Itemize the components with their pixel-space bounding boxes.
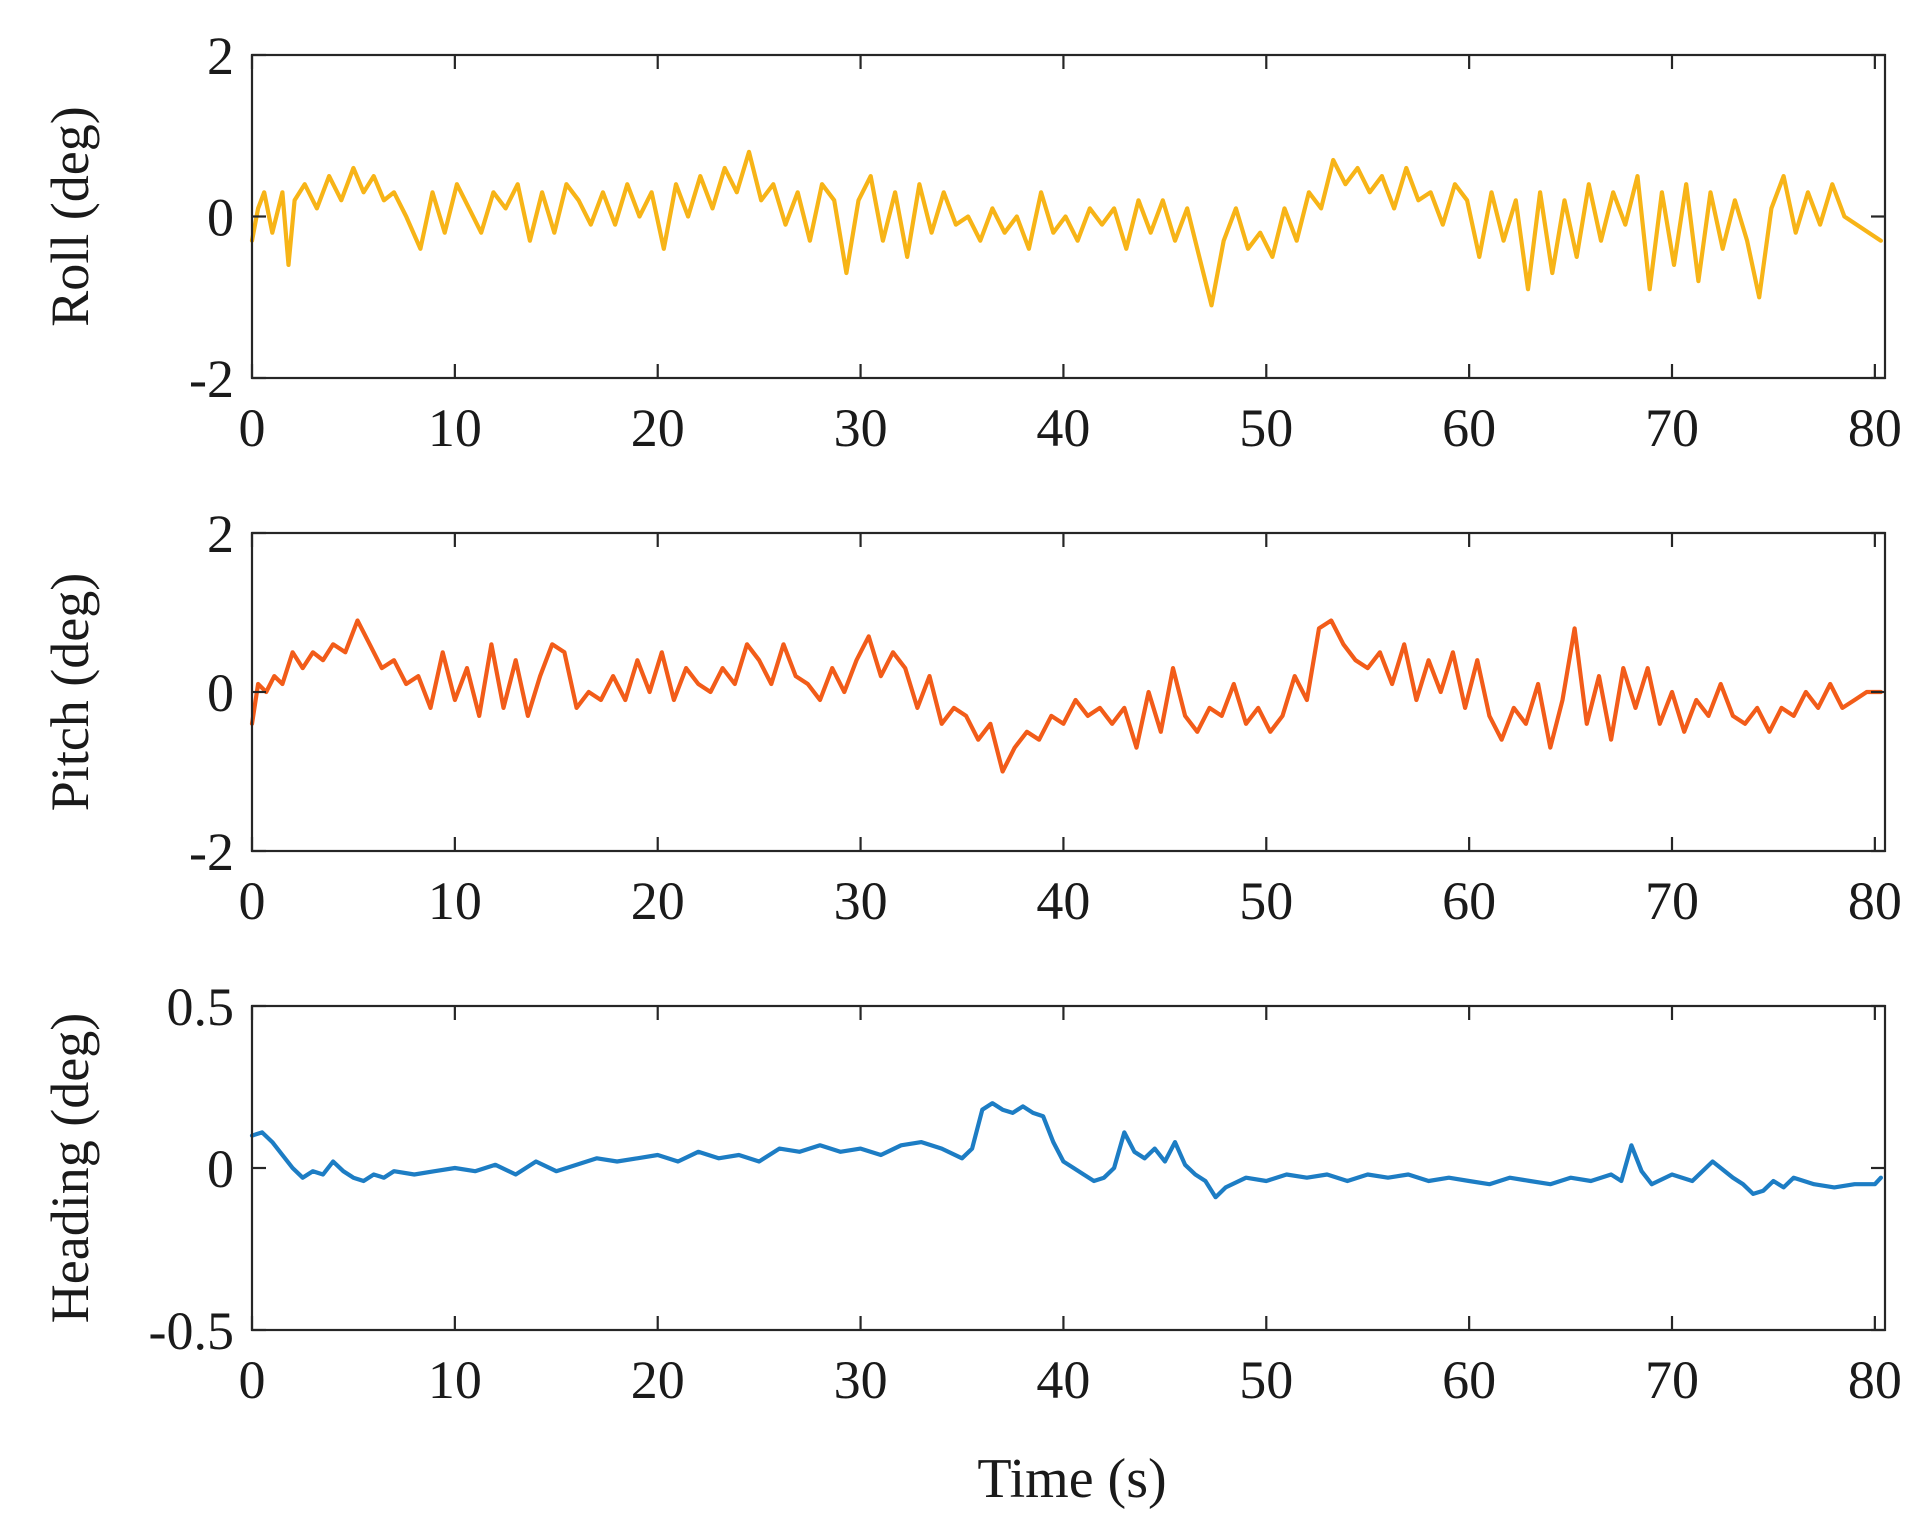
pitch-x-tick-label: 30	[834, 871, 888, 931]
roll-x-tick-label: 0	[239, 398, 266, 458]
pitch-x-tick-label: 0	[239, 871, 266, 931]
heading-x-tick-label: 60	[1442, 1350, 1496, 1410]
pitch-x-tick-label: 70	[1645, 871, 1699, 931]
pitch-y-tick-label: -2	[189, 822, 234, 882]
roll-y-axis-title: Roll (deg)	[40, 106, 100, 326]
heading-x-tick-label: 10	[428, 1350, 482, 1410]
pitch-x-tick-label: 50	[1239, 871, 1293, 931]
heading-x-tick-label: 40	[1036, 1350, 1090, 1410]
heading-y-tick-label: 0.5	[167, 977, 235, 1037]
pitch-y-tick-label: 2	[207, 504, 234, 564]
pitch-y-tick-label: 0	[207, 663, 234, 723]
pitch-x-tick-label: 10	[428, 871, 482, 931]
roll-x-tick-label: 80	[1848, 398, 1902, 458]
heading-series-line	[249, 1101, 1884, 1200]
pitch-x-tick-label: 60	[1442, 871, 1496, 931]
heading-y-axis-title: Heading (deg)	[40, 1013, 100, 1323]
roll-x-tick-label: 40	[1036, 398, 1090, 458]
roll-y-tick-label: -2	[189, 349, 234, 409]
roll-series-line	[249, 149, 1884, 308]
heading-x-tick-label: 70	[1645, 1350, 1699, 1410]
heading-x-tick-label: 20	[631, 1350, 685, 1410]
roll-x-tick-label: 10	[428, 398, 482, 458]
roll-y-tick-label: 2	[207, 26, 234, 86]
heading-x-tick-label: 0	[239, 1350, 266, 1410]
pitch-series-line	[249, 618, 1884, 774]
pitch-x-tick-label: 20	[631, 871, 685, 931]
x-axis-title: Time (s)	[977, 1448, 1166, 1510]
heading-x-tick-label: 50	[1239, 1350, 1293, 1410]
heading-x-tick-label: 30	[834, 1350, 888, 1410]
roll-y-tick-label: 0	[207, 188, 234, 248]
roll-x-tick-label: 60	[1442, 398, 1496, 458]
pitch-x-tick-label: 80	[1848, 871, 1902, 931]
heading-x-tick-label: 80	[1848, 1350, 1902, 1410]
roll-x-tick-label: 50	[1239, 398, 1293, 458]
roll-x-tick-label: 30	[834, 398, 888, 458]
pitch-x-tick-label: 40	[1036, 871, 1090, 931]
roll-x-tick-label: 70	[1645, 398, 1699, 458]
heading-y-tick-label: -0.5	[149, 1301, 234, 1361]
roll-x-tick-label: 20	[631, 398, 685, 458]
heading-y-tick-label: 0	[207, 1139, 234, 1199]
pitch-y-axis-title: Pitch (deg)	[40, 573, 100, 811]
